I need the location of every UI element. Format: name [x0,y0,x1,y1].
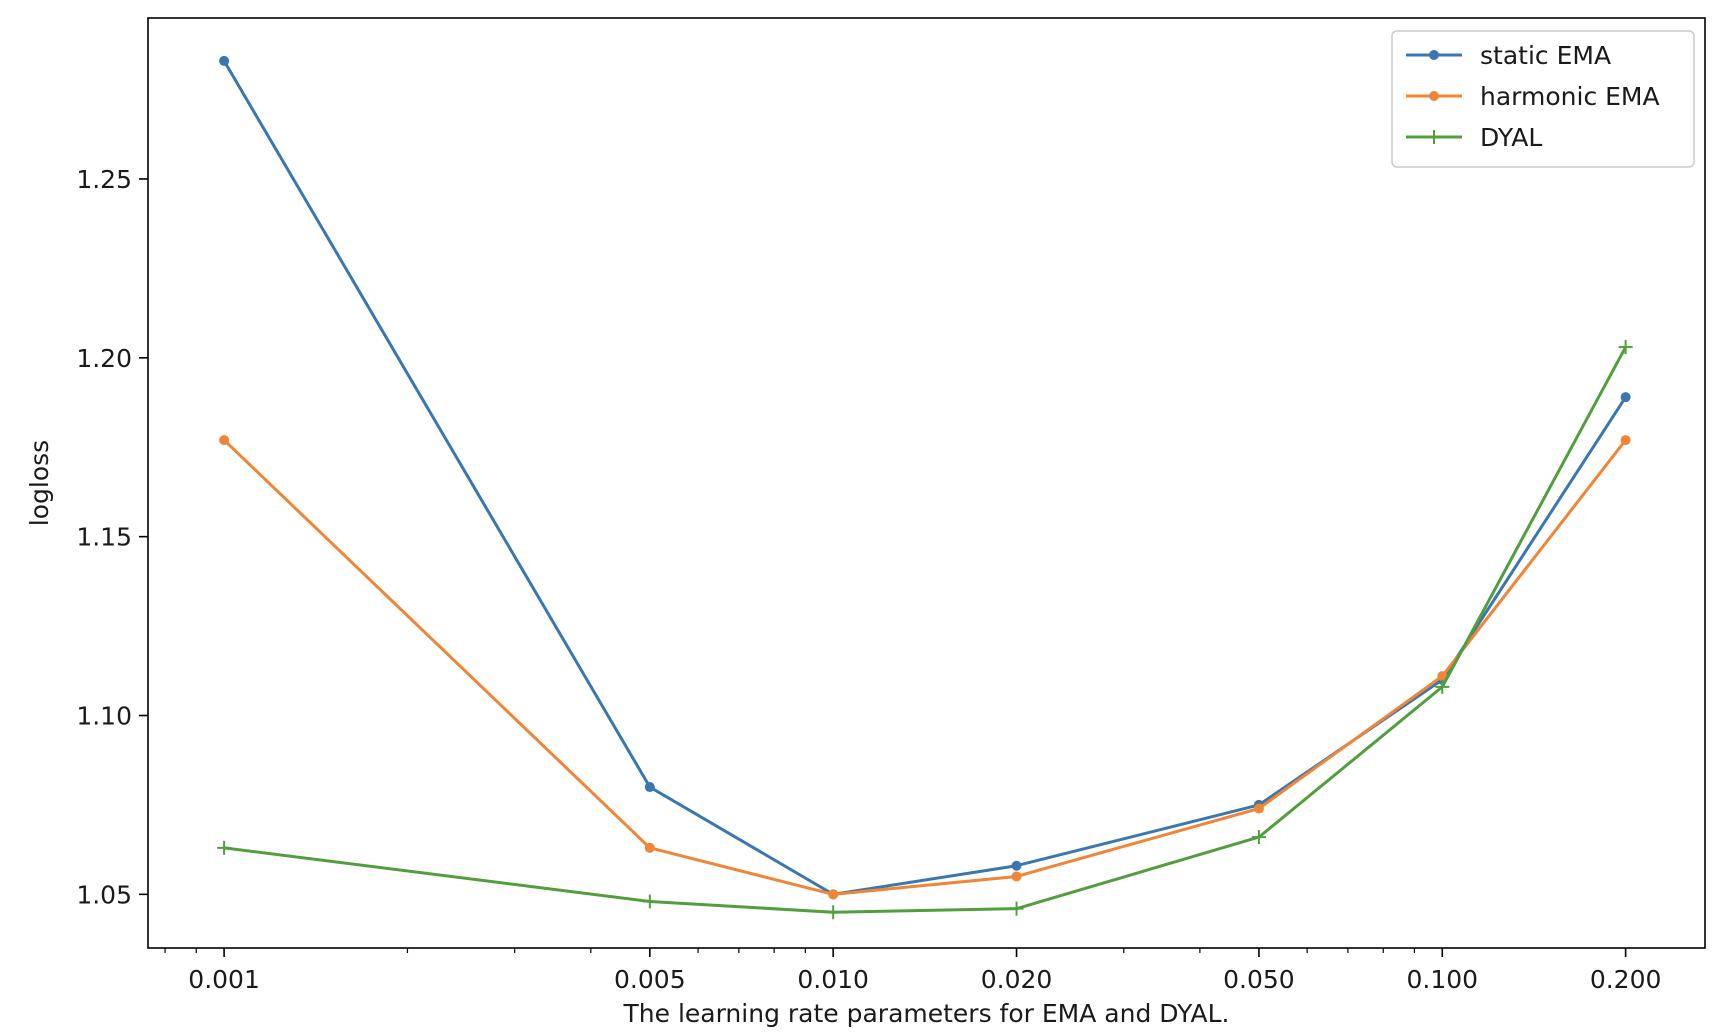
ticks-layer: 0.001 0.005 0.010 0.020 0.050 0.100 0.200 1.05 1… [76,165,1661,994]
data-point [826,905,841,920]
plot-frame [147,17,1706,949]
data-point [1618,340,1633,355]
x-tick-label: 0.100 [1406,965,1478,994]
x-tick-label: 0.005 [614,965,686,994]
legend-label: DYAL [1480,123,1542,152]
data-point [828,889,839,900]
data-point [1620,435,1631,446]
data-point [1620,392,1631,403]
y-tick-label: 1.20 [76,344,132,373]
data-point [1011,871,1022,882]
y-axis-label: logloss [25,440,54,526]
legend-marker [1427,130,1441,144]
data-point [1009,901,1024,916]
legend-item: static EMA [1406,41,1611,70]
legend-label: static EMA [1480,41,1611,70]
x-axis-label: The learning rate parameters for EMA and… [623,999,1230,1028]
legend-marker [1429,50,1439,60]
series-1 [219,435,1631,900]
data-point [219,435,230,446]
legend-label: harmonic EMA [1480,82,1660,111]
legend-item: DYAL [1406,123,1542,152]
data-point [1435,679,1450,694]
data-point [1251,830,1266,845]
x-tick-label: 0.050 [1223,965,1295,994]
y-tick-label: 1.25 [76,165,132,194]
data-point [644,782,655,793]
x-tick-label: 0.020 [981,965,1053,994]
data-point [1437,671,1448,682]
data-point [1011,860,1022,871]
legend-item: harmonic EMA [1406,82,1660,111]
data-point [217,840,232,855]
series-2 [217,340,1633,920]
legend-box [1391,30,1695,168]
series-layer [217,55,1633,920]
x-tick-label: 0.010 [797,965,869,994]
data-point [1253,803,1264,814]
data-point [644,842,655,853]
legend-marker [1429,91,1439,101]
y-tick-label: 1.10 [76,702,132,731]
y-tick-label: 1.05 [76,880,132,909]
y-tick-label: 1.15 [76,523,132,552]
x-tick-label: 0.001 [188,965,260,994]
legend: static EMA harmonic EMA DYAL [1391,30,1695,168]
data-point [219,55,230,66]
x-tick-label: 0.200 [1590,965,1662,994]
data-point [642,894,657,909]
